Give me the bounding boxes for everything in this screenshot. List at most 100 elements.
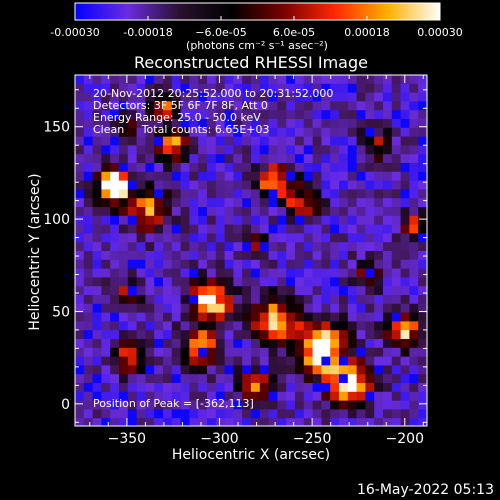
heatmap-cell <box>92 136 102 146</box>
heatmap-cell <box>242 83 252 93</box>
heatmap-cell <box>75 391 85 401</box>
heatmap-cell <box>145 259 155 269</box>
heatmap-cell <box>365 330 375 340</box>
heatmap-cell <box>303 268 313 278</box>
heatmap-cell <box>233 383 243 393</box>
heatmap-cell <box>101 330 111 340</box>
heatmap-cell <box>365 391 375 401</box>
heatmap-cell <box>154 365 164 375</box>
heatmap-cell <box>92 145 102 155</box>
heatmap-cell <box>119 374 129 384</box>
heatmap-cell <box>418 383 427 393</box>
heatmap-cell <box>347 347 357 357</box>
heatmap-cell <box>242 312 252 322</box>
x-tick-label: −250 <box>293 431 331 447</box>
heatmap-cell <box>75 383 85 393</box>
heatmap-cell <box>383 365 393 375</box>
heatmap-cell <box>207 374 217 384</box>
heatmap-cell <box>189 295 199 305</box>
heatmap-cell <box>295 101 305 111</box>
heatmap-cell <box>391 171 401 181</box>
heatmap-cell <box>383 339 393 349</box>
heatmap-cell <box>119 92 129 102</box>
heatmap-cell <box>356 75 366 85</box>
heatmap-cell <box>374 251 384 261</box>
heatmap-cell <box>119 400 129 410</box>
heatmap-cell <box>127 374 137 384</box>
heatmap-cell <box>321 92 331 102</box>
heatmap-cell <box>189 215 199 225</box>
heatmap-cell <box>101 215 111 225</box>
heatmap-cell <box>163 119 173 129</box>
heatmap-cell <box>154 207 164 217</box>
heatmap-cell <box>374 163 384 173</box>
heatmap-cell <box>356 207 366 217</box>
heatmap-cell <box>383 259 393 269</box>
heatmap-cell <box>75 347 85 357</box>
heatmap-cell <box>330 259 340 269</box>
heatmap-cell <box>339 400 349 410</box>
heatmap-cell <box>347 119 357 129</box>
heatmap-cell <box>171 145 181 155</box>
heatmap-cell <box>391 119 401 129</box>
heatmap-cell <box>207 347 217 357</box>
heatmap-cell <box>347 224 357 234</box>
heatmap-cell <box>356 92 366 102</box>
heatmap-cell <box>127 127 137 137</box>
heatmap-cell <box>303 92 313 102</box>
heatmap-cell <box>295 189 305 199</box>
heatmap-cell <box>259 277 269 287</box>
heatmap-cell <box>92 154 102 164</box>
heatmap-cell <box>418 321 427 331</box>
heatmap-cell <box>242 418 252 426</box>
heatmap-cell <box>92 127 102 137</box>
heatmap-cell <box>233 259 243 269</box>
heatmap-cell <box>110 339 120 349</box>
heatmap-cell <box>295 224 305 234</box>
heatmap-cell <box>101 339 111 349</box>
heatmap-cell <box>365 312 375 322</box>
heatmap-cell <box>259 119 269 129</box>
heatmap-cell <box>136 418 146 426</box>
heatmap-cell <box>224 268 234 278</box>
heatmap-cell <box>92 365 102 375</box>
heatmap-cell <box>303 171 313 181</box>
heatmap-cell <box>127 163 137 173</box>
heatmap-cell <box>330 101 340 111</box>
heatmap-cell <box>163 101 173 111</box>
heatmap-cell <box>136 374 146 384</box>
heatmap-cell <box>374 101 384 111</box>
heatmap-cell <box>224 286 234 296</box>
heatmap-cell <box>189 233 199 243</box>
heatmap-cell <box>163 356 173 366</box>
heatmap-cell <box>92 242 102 252</box>
heatmap-cell <box>145 251 155 261</box>
heatmap-cell <box>356 365 366 375</box>
heatmap-cell <box>400 145 410 155</box>
heatmap-cell <box>180 171 190 181</box>
heatmap-cell <box>189 330 199 340</box>
heatmap-cell <box>286 163 296 173</box>
heatmap-cell <box>233 330 243 340</box>
heatmap-cell <box>409 277 419 287</box>
heatmap-cell <box>347 418 357 426</box>
heatmap-cell <box>277 312 287 322</box>
heatmap-cell <box>365 101 375 111</box>
heatmap-cell <box>321 154 331 164</box>
heatmap-cell <box>163 391 173 401</box>
heatmap-cell <box>400 347 410 357</box>
heatmap-cell <box>101 400 111 410</box>
heatmap-cell <box>119 171 129 181</box>
heatmap-cell <box>391 233 401 243</box>
heatmap-cell <box>409 286 419 296</box>
heatmap-cell <box>163 409 173 419</box>
heatmap-cell <box>312 207 322 217</box>
heatmap-cell <box>171 233 181 243</box>
heatmap-cell <box>136 163 146 173</box>
heatmap-cell <box>242 180 252 190</box>
heatmap-cell <box>339 259 349 269</box>
heatmap-cell <box>136 180 146 190</box>
heatmap-cell <box>365 180 375 190</box>
heatmap-cell <box>356 215 366 225</box>
heatmap-cell <box>215 400 225 410</box>
